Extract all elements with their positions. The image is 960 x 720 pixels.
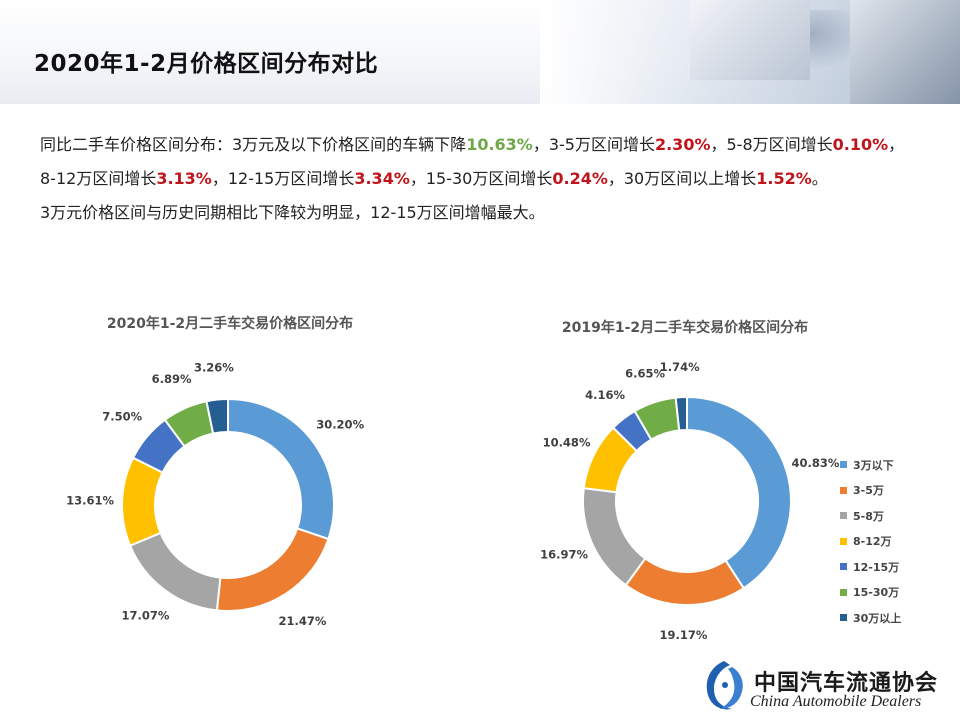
legend-item: 3-5万 bbox=[840, 478, 901, 504]
data-label-2019-1: 19.17% bbox=[660, 628, 708, 642]
legend-label: 8-12万 bbox=[853, 535, 892, 549]
summary-text-segment: ，8-12万区间增长 bbox=[40, 135, 905, 188]
page-title: 2020年1-2月价格区间分布对比 bbox=[34, 51, 379, 77]
data-label-2020-6: 3.26% bbox=[194, 361, 234, 375]
data-label-2019-0: 40.83% bbox=[792, 456, 840, 470]
legend-label: 5-8万 bbox=[853, 509, 884, 523]
summary-highlight-value: 1.52% bbox=[756, 169, 812, 188]
data-label-2019-6: 1.74% bbox=[660, 360, 700, 374]
donut-slice-2019-6 bbox=[674, 395, 688, 432]
data-label-2019-4: 4.16% bbox=[585, 388, 625, 402]
summary-highlight-value: 0.24% bbox=[552, 169, 608, 188]
data-label-2019-5: 6.65% bbox=[625, 367, 665, 381]
legend-label: 15-30万 bbox=[853, 586, 900, 600]
summary-text-segment: ，15-30万区间增长 bbox=[409, 169, 553, 188]
summary-text-segment: 同比二手车价格区间分布：3万元及以下价格区间的车辆下降 bbox=[40, 135, 467, 154]
footer-logo: 中国汽车流通协会 China Automobile Dealers bbox=[694, 655, 960, 720]
legend-item: 15-30万 bbox=[840, 580, 901, 606]
legend-item: 12-15万 bbox=[840, 554, 901, 580]
header-cube-decoration bbox=[690, 0, 810, 80]
chart-legend: 3万以下 3-5万 5-8万 8-12万 12-15万 15-30万 30万以上 bbox=[840, 452, 901, 631]
org-name-cn: 中国汽车流通协会 bbox=[754, 671, 939, 696]
donut-slice-2020-2 bbox=[128, 531, 222, 612]
chart-title-2019: 2019年1-2月二手车交易价格区间分布 bbox=[561, 320, 809, 336]
cada-logo-icon bbox=[706, 661, 743, 710]
legend-swatch bbox=[840, 537, 847, 545]
legend-label: 30万以上 bbox=[853, 611, 902, 625]
donut-slice-2019-1 bbox=[624, 557, 746, 606]
donut-slice-2019-2 bbox=[582, 487, 647, 587]
summary-highlight-value: 10.63% bbox=[466, 135, 533, 154]
legend-swatch bbox=[840, 512, 847, 520]
legend-item: 8-12万 bbox=[840, 529, 901, 555]
chart-title-2020: 2020年1-2月二手车交易价格区间分布 bbox=[106, 316, 354, 332]
data-label-2019-2: 16.97% bbox=[540, 547, 588, 561]
summary-highlight-value: 3.34% bbox=[354, 169, 410, 188]
legend-label: 3万以下 bbox=[853, 458, 894, 472]
legend-item: 3万以下 bbox=[840, 452, 901, 478]
legend-item: 30万以上 bbox=[840, 605, 901, 631]
org-name-en: China Automobile Dealers bbox=[750, 693, 922, 710]
legend-swatch bbox=[840, 563, 847, 571]
summary-highlight-value: 3.13% bbox=[156, 169, 212, 188]
summary-text-segment: 。 bbox=[811, 169, 828, 188]
summary-highlight-value: 2.30% bbox=[654, 135, 711, 154]
data-label-2020-3: 13.61% bbox=[66, 493, 114, 507]
legend-item: 5-8万 bbox=[840, 503, 901, 529]
data-label-2019-3: 10.48% bbox=[543, 435, 591, 449]
summary-highlight-value: 0.10% bbox=[832, 135, 889, 154]
legend-swatch bbox=[840, 588, 847, 596]
legend-label: 12-15万 bbox=[853, 560, 900, 574]
donut-slice-2020-3 bbox=[121, 456, 164, 547]
summary-text-segment: ，30万区间以上增长 bbox=[607, 169, 757, 188]
header-cube-decoration-right bbox=[850, 0, 960, 104]
legend-swatch bbox=[840, 486, 847, 494]
summary-text-segment: ，5-8万区间增长 bbox=[710, 135, 833, 154]
summary-text-segment: ，3-5万区间增长 bbox=[532, 135, 655, 154]
legend-label: 3-5万 bbox=[853, 484, 884, 498]
legend-swatch bbox=[840, 614, 847, 622]
summary-line-2: 3万元价格区间与历史同期相比下降较为明显，12-15万区间增幅最大。 bbox=[40, 203, 545, 222]
summary-line-1: 同比二手车价格区间分布：3万元及以下价格区间的车辆下降10.63%，3-5万区间… bbox=[40, 128, 920, 196]
legend-swatch bbox=[840, 461, 847, 469]
donut-slice-2020-1 bbox=[215, 527, 330, 612]
summary-text-segment: ，12-15万区间增长 bbox=[211, 169, 355, 188]
donut-slice-2019-0 bbox=[686, 395, 792, 590]
header-band bbox=[0, 0, 960, 104]
data-label-2020-5: 6.89% bbox=[152, 372, 192, 386]
data-label-2020-4: 7.50% bbox=[102, 409, 142, 423]
data-label-2020-2: 17.07% bbox=[122, 609, 170, 623]
data-label-2020-1: 21.47% bbox=[278, 614, 326, 628]
summary-text: 同比二手车价格区间分布：3万元及以下价格区间的车辆下降10.63%，3-5万区间… bbox=[40, 128, 920, 230]
data-label-2020-0: 30.20% bbox=[316, 418, 364, 432]
donut-slice-2020-6 bbox=[205, 397, 229, 435]
